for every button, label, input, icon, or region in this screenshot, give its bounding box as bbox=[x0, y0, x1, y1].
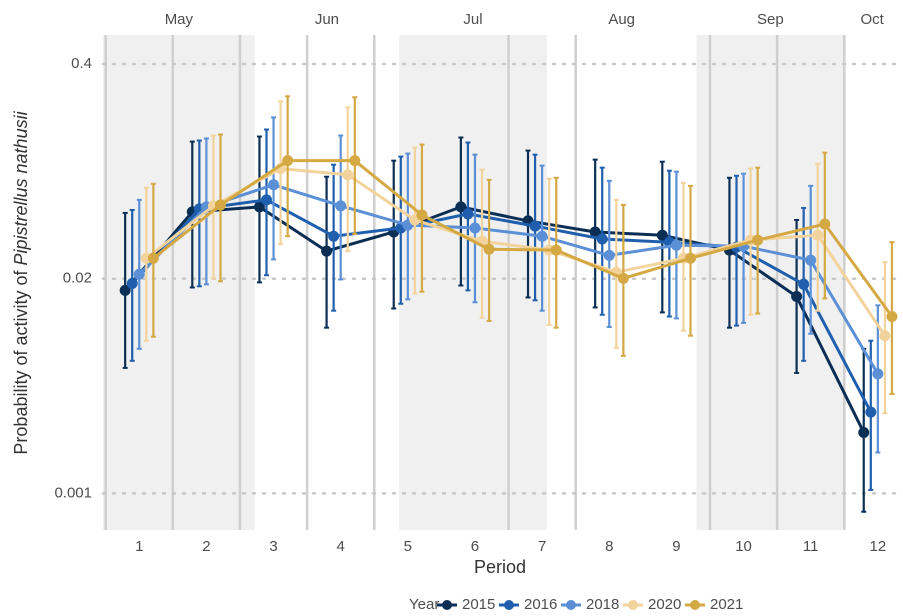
data-point bbox=[260, 194, 272, 206]
series-2021 bbox=[147, 95, 898, 396]
data-point bbox=[119, 284, 131, 296]
legend-swatch-point bbox=[442, 600, 452, 610]
legend-swatch-point bbox=[690, 600, 700, 610]
data-point bbox=[858, 426, 870, 438]
data-point bbox=[805, 254, 817, 266]
series-2016 bbox=[126, 128, 877, 491]
x-tick-label: 1 bbox=[135, 538, 143, 555]
data-point bbox=[812, 229, 824, 241]
x-tick-label: 11 bbox=[803, 538, 819, 555]
data-point bbox=[133, 268, 145, 280]
data-point bbox=[126, 278, 138, 290]
data-point bbox=[879, 330, 891, 342]
data-point bbox=[589, 226, 601, 238]
y-axis-title-species: Pipistrellus nathusii bbox=[11, 110, 31, 265]
y-axis-title: Probability of activity of Pipistrellus … bbox=[11, 110, 31, 454]
data-point bbox=[865, 406, 877, 418]
data-point bbox=[872, 368, 884, 380]
data-point bbox=[550, 244, 562, 256]
series-line bbox=[152, 159, 894, 318]
data-point bbox=[798, 278, 810, 290]
background-layer bbox=[101, 35, 902, 530]
x-tick-label: 10 bbox=[735, 538, 752, 555]
data-point bbox=[215, 199, 227, 211]
data-point bbox=[529, 220, 541, 232]
x-tick-label: 4 bbox=[337, 538, 345, 555]
legend-label: 2016 bbox=[524, 596, 557, 613]
legend-item: 2018 bbox=[561, 596, 619, 613]
legend-label: 2021 bbox=[710, 596, 743, 613]
data-point bbox=[268, 179, 280, 191]
x-tick-label: 12 bbox=[869, 538, 886, 555]
data-point bbox=[656, 229, 668, 241]
data-point bbox=[483, 243, 495, 255]
series-line bbox=[131, 198, 873, 413]
error-bar bbox=[285, 95, 291, 238]
data-point bbox=[596, 233, 608, 245]
data-point bbox=[670, 239, 682, 251]
series-line bbox=[138, 183, 880, 375]
y-tick-label: 0.001 bbox=[54, 484, 92, 501]
data-point bbox=[253, 201, 265, 213]
legend-label: 2015 bbox=[462, 596, 495, 613]
y-tick-label: 0.02 bbox=[63, 270, 92, 287]
month-label: Jun bbox=[315, 11, 339, 28]
legend-swatch-point bbox=[504, 600, 514, 610]
data-point bbox=[685, 252, 697, 264]
data-point bbox=[321, 245, 333, 257]
data-point bbox=[416, 209, 428, 221]
data-point bbox=[603, 249, 615, 261]
data-point bbox=[536, 230, 548, 242]
x-tick-label: 6 bbox=[471, 538, 479, 555]
data-point bbox=[342, 169, 354, 181]
data-point bbox=[886, 311, 898, 323]
month-label: Oct bbox=[860, 11, 884, 28]
month-label: May bbox=[165, 11, 194, 28]
data-point bbox=[335, 200, 347, 212]
month-label: Sep bbox=[757, 11, 784, 28]
month-shade bbox=[696, 35, 845, 530]
data-point bbox=[469, 222, 481, 234]
data-point bbox=[752, 234, 764, 246]
series-2015 bbox=[119, 135, 870, 513]
data-point bbox=[617, 272, 629, 284]
x-tick-label: 9 bbox=[672, 538, 680, 555]
x-tick-label: 3 bbox=[269, 538, 277, 555]
x-tick-label: 8 bbox=[605, 538, 613, 555]
legend-swatch-point bbox=[628, 600, 638, 610]
data-point bbox=[328, 230, 340, 242]
legend-title: Year bbox=[409, 596, 439, 613]
legend-swatch-point bbox=[566, 600, 576, 610]
legend-label: 2020 bbox=[648, 596, 681, 613]
data-point bbox=[282, 155, 294, 167]
x-tick-label: 2 bbox=[202, 538, 210, 555]
data-point bbox=[455, 201, 467, 213]
x-tick-label: 5 bbox=[404, 538, 412, 555]
legend-item: 2016 bbox=[499, 596, 557, 613]
x-tick-label: 7 bbox=[538, 538, 546, 555]
legend-item: 2021 bbox=[685, 596, 743, 613]
error-bar bbox=[143, 186, 149, 342]
month-label: Aug bbox=[608, 11, 635, 28]
legend-item: 2015 bbox=[437, 596, 495, 613]
data-point bbox=[147, 252, 159, 264]
y-tick-label: 0.4 bbox=[71, 55, 92, 72]
x-axis-title: Period bbox=[474, 557, 526, 577]
data-point bbox=[462, 208, 474, 220]
month-label: Jul bbox=[463, 11, 482, 28]
legend-item: 2020 bbox=[623, 596, 681, 613]
data-point bbox=[819, 218, 831, 230]
legend-label: 2018 bbox=[586, 596, 619, 613]
data-point bbox=[349, 155, 361, 167]
y-axis-title-text: Probability of activity of bbox=[11, 270, 31, 455]
series-line bbox=[124, 205, 866, 434]
data-point bbox=[791, 291, 803, 303]
month-shade bbox=[399, 35, 547, 530]
